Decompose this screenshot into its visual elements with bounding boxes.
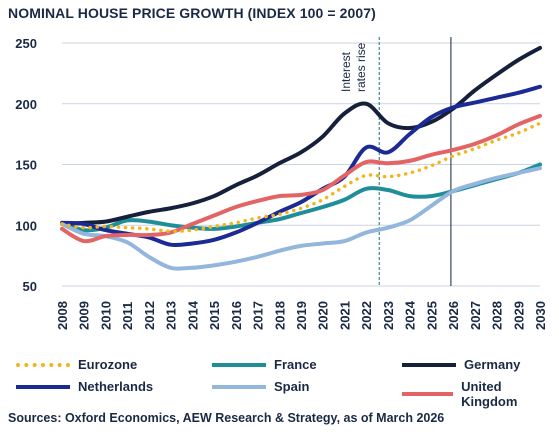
legend-swatch-germany xyxy=(402,362,456,367)
y-axis-ticks: 50 100 150 200 250 xyxy=(15,36,37,294)
series-lines xyxy=(60,45,542,271)
x-tick-label: 2023 xyxy=(381,301,396,330)
legend-label: Netherlands xyxy=(78,379,154,394)
y-tick-label: 150 xyxy=(15,158,37,173)
x-tick-label: 2022 xyxy=(359,301,374,330)
legend-swatch-eurozone xyxy=(16,362,70,367)
legend-swatch-france xyxy=(212,362,266,367)
x-tick-label: 2011 xyxy=(120,302,135,330)
x-tick-label: 2019 xyxy=(294,301,309,330)
y-tick-label: 250 xyxy=(15,36,37,51)
legend-item-united-kingdom: United Kingdom xyxy=(402,379,556,409)
legend-label: France xyxy=(274,357,317,372)
reference-lines xyxy=(378,37,452,286)
x-tick-label: 2010 xyxy=(98,301,113,330)
series-line-germany xyxy=(60,45,542,227)
legend-label: United Kingdom xyxy=(461,379,518,409)
x-tick-label: 2029 xyxy=(511,301,526,330)
legend-item-eurozone: Eurozone xyxy=(16,357,137,372)
legend-item-germany: Germany xyxy=(402,357,520,372)
x-tick-label: 2018 xyxy=(272,301,287,330)
series-line-france xyxy=(60,162,542,233)
x-tick-label: 2017 xyxy=(251,301,266,330)
x-tick-label: 2015 xyxy=(207,301,222,330)
y-tick-label: 200 xyxy=(15,97,37,112)
x-tick-label: 2028 xyxy=(490,301,505,330)
source-note: Sources: Oxford Economics, AEW Research … xyxy=(8,411,445,425)
x-tick-label: 2014 xyxy=(185,300,200,330)
annotation-line1: Interest xyxy=(339,51,353,92)
gridlines xyxy=(62,42,540,287)
x-tick-label: 2026 xyxy=(446,301,461,330)
x-tick-label: 2009 xyxy=(77,301,92,330)
legend-item-france: France xyxy=(212,357,317,372)
x-tick-label: 2020 xyxy=(316,301,331,330)
legend-label: Germany xyxy=(464,357,521,372)
x-tick-label: 2030 xyxy=(533,301,548,330)
legend-swatch-spain xyxy=(212,384,266,389)
legend-swatch-netherlands xyxy=(16,384,70,389)
x-axis-ticks: 2008 2009 2010 2011 2012 2013 2014 2015 2016 2017… xyxy=(55,300,548,330)
legend-swatch-united-kingdom xyxy=(402,392,454,396)
x-tick-label: 2013 xyxy=(164,301,179,330)
y-tick-label: 100 xyxy=(15,218,37,233)
x-tick-label: 2016 xyxy=(229,301,244,330)
x-tick-label: 2027 xyxy=(468,301,483,330)
chart-title: NOMINAL HOUSE PRICE GROWTH (INDEX 100 = … xyxy=(8,5,376,21)
series-line-united-kingdom xyxy=(60,113,542,244)
x-tick-label: 2008 xyxy=(55,301,70,330)
series-line-eurozone xyxy=(60,121,542,234)
legend-label: Eurozone xyxy=(78,357,138,372)
series-line-spain xyxy=(60,166,542,271)
annotation-line2: rates rise xyxy=(354,42,368,92)
x-tick-label: 2024 xyxy=(403,300,418,330)
x-tick-label: 2012 xyxy=(142,301,157,330)
legend-item-spain: Spain xyxy=(212,379,309,394)
legend-item-netherlands: Netherlands xyxy=(16,379,153,394)
legend-label: Spain xyxy=(274,379,310,394)
y-tick-label: 50 xyxy=(23,279,37,294)
x-tick-label: 2021 xyxy=(337,301,352,330)
x-tick-label: 2025 xyxy=(424,301,439,330)
